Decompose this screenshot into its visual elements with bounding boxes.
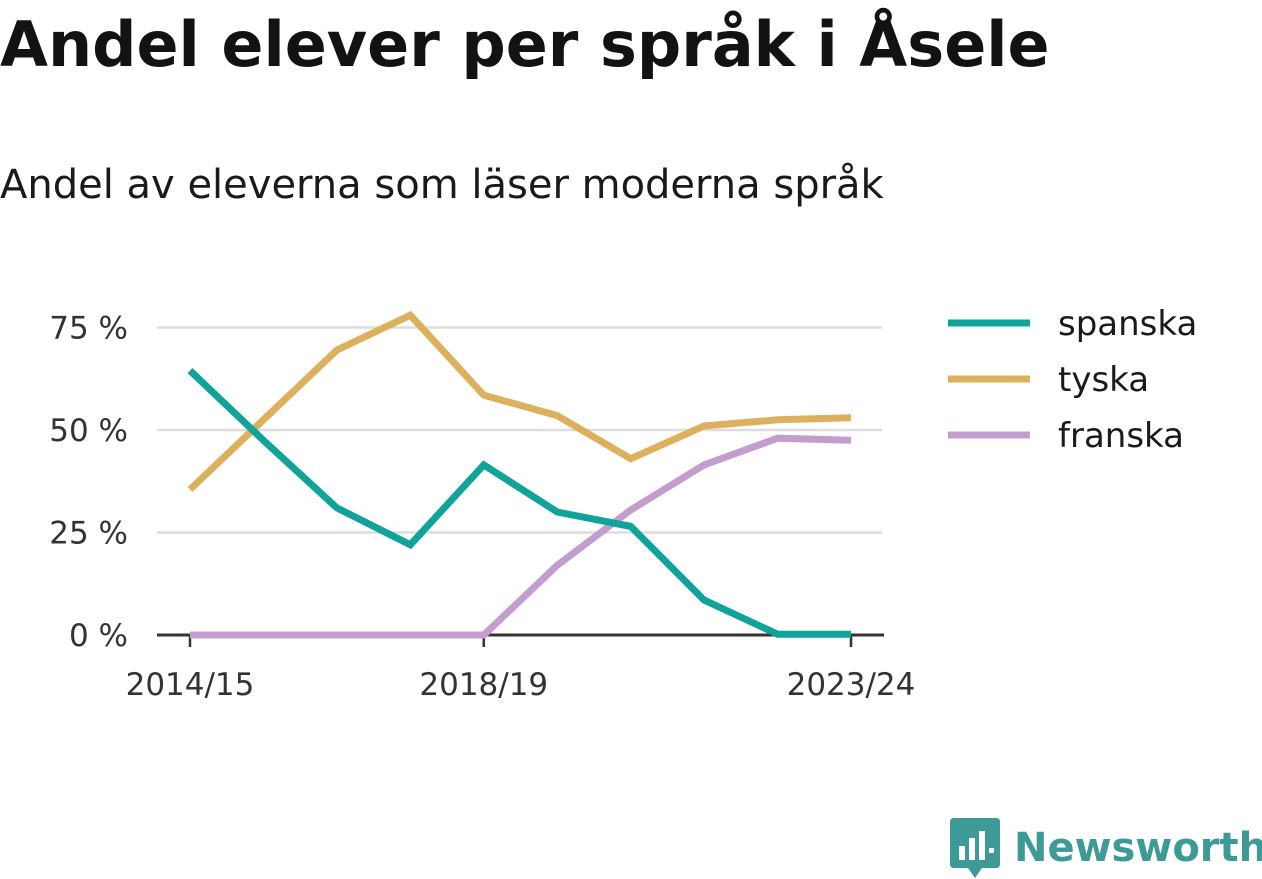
legend-label-franska: franska: [1058, 416, 1184, 456]
x-tick-label: 2014/15: [126, 667, 255, 703]
x-tick-label: 2018/19: [419, 667, 548, 703]
y-tick-label: 75 %: [49, 311, 128, 347]
newsworthy-logo: Newsworthy: [950, 818, 1262, 878]
series-line-tyska: [187, 310, 852, 493]
y-tick-label: 0 %: [69, 618, 128, 654]
chart-subtitle: Andel av eleverna som läser moderna språ…: [0, 162, 884, 208]
chart-title: Andel elever per språk i Åsele: [0, 8, 1050, 81]
series-line-spanska: [187, 368, 851, 638]
y-tick-label: 50 %: [49, 413, 128, 449]
brand-name: Newsworthy: [1014, 825, 1262, 871]
series-line-franska: [190, 434, 852, 639]
newsworthy-icon: [950, 818, 1000, 878]
legend-label-tyska: tyska: [1058, 360, 1149, 400]
x-tick-label: 2023/24: [787, 667, 916, 703]
legend-label-spanska: spanska: [1058, 304, 1197, 344]
y-tick-label: 25 %: [49, 516, 128, 552]
